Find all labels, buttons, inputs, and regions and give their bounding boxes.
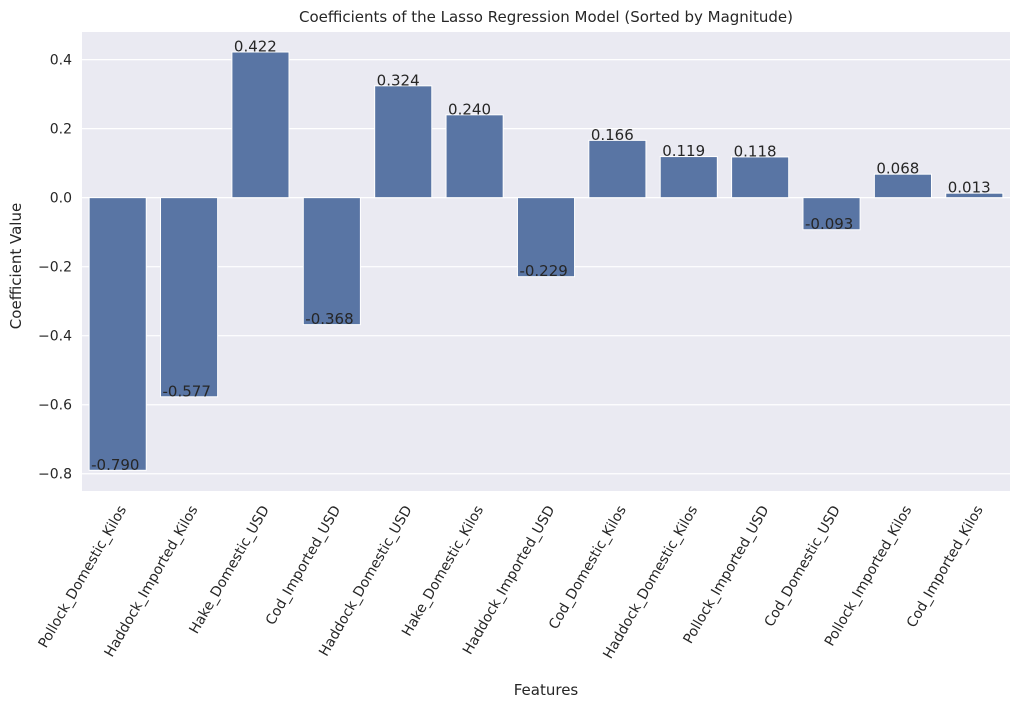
y-tick-label: 0.2 (50, 122, 72, 138)
y-tick-label: −0.4 (38, 329, 72, 345)
x-tick-label: Hake_Domestic_Kilos (399, 503, 487, 639)
bar-value-label: 0.013 (948, 179, 991, 197)
x-tick-labels: Pollock_Domestic_KilosHaddock_Imported_K… (36, 503, 987, 662)
bar (231, 51, 290, 199)
x-tick-label: Cod_Imported_USD (263, 503, 344, 628)
bar (731, 156, 790, 199)
bar (445, 114, 504, 199)
bar (945, 192, 1004, 199)
x-tick-label: Hake_Domestic_USD (186, 503, 272, 637)
bar-value-label: 0.068 (876, 160, 919, 178)
bar-value-label: -0.577 (163, 382, 211, 400)
bar-value-label: -0.790 (91, 456, 139, 474)
x-tick-label: Cod_Imported_Kilos (904, 503, 987, 631)
chart-title: Coefficients of the Lasso Regression Mod… (299, 8, 793, 26)
bar-value-label: -0.368 (305, 310, 353, 328)
bar-value-label: -0.093 (805, 215, 853, 233)
value-labels: -0.790 -0.577 0.422 -0.368 0.324 0.240 -0.229 0… (91, 38, 991, 474)
bar (802, 197, 861, 231)
bar (374, 85, 433, 199)
bar-value-label: -0.229 (519, 262, 567, 280)
y-tick-label: 0.4 (50, 53, 72, 69)
bar (302, 197, 361, 326)
x-tick-label: Pollock_Imported_USD (680, 503, 772, 647)
y-tick-label: 0.0 (50, 191, 72, 207)
bars (88, 51, 1004, 471)
x-tick-label: Cod_Domestic_USD (762, 503, 844, 630)
bar-value-label: 0.118 (734, 142, 777, 160)
bar (516, 197, 576, 278)
bar (873, 173, 932, 199)
bar (659, 156, 718, 199)
y-tick-label: −0.2 (38, 260, 72, 276)
x-axis-label: Features (514, 681, 579, 699)
y-axis-label: Coefficient Value (7, 203, 25, 329)
bar-value-label: 0.119 (662, 142, 705, 160)
bar (588, 139, 647, 199)
bar (88, 197, 147, 471)
x-tick-label: Cod_Domestic_Kilos (546, 503, 630, 632)
y-tick-label: −0.8 (38, 467, 72, 483)
y-tick-label: −0.6 (38, 398, 72, 414)
bar-value-label: 0.324 (377, 71, 420, 89)
bar-value-label: 0.240 (448, 100, 491, 118)
bar-value-label: 0.422 (234, 38, 277, 56)
bar (160, 197, 219, 398)
y-tick-labels: 0.4 0.2 0.0 −0.2 −0.4 −0.6 −0.8 (38, 53, 72, 483)
bar-value-label: 0.166 (591, 126, 634, 144)
